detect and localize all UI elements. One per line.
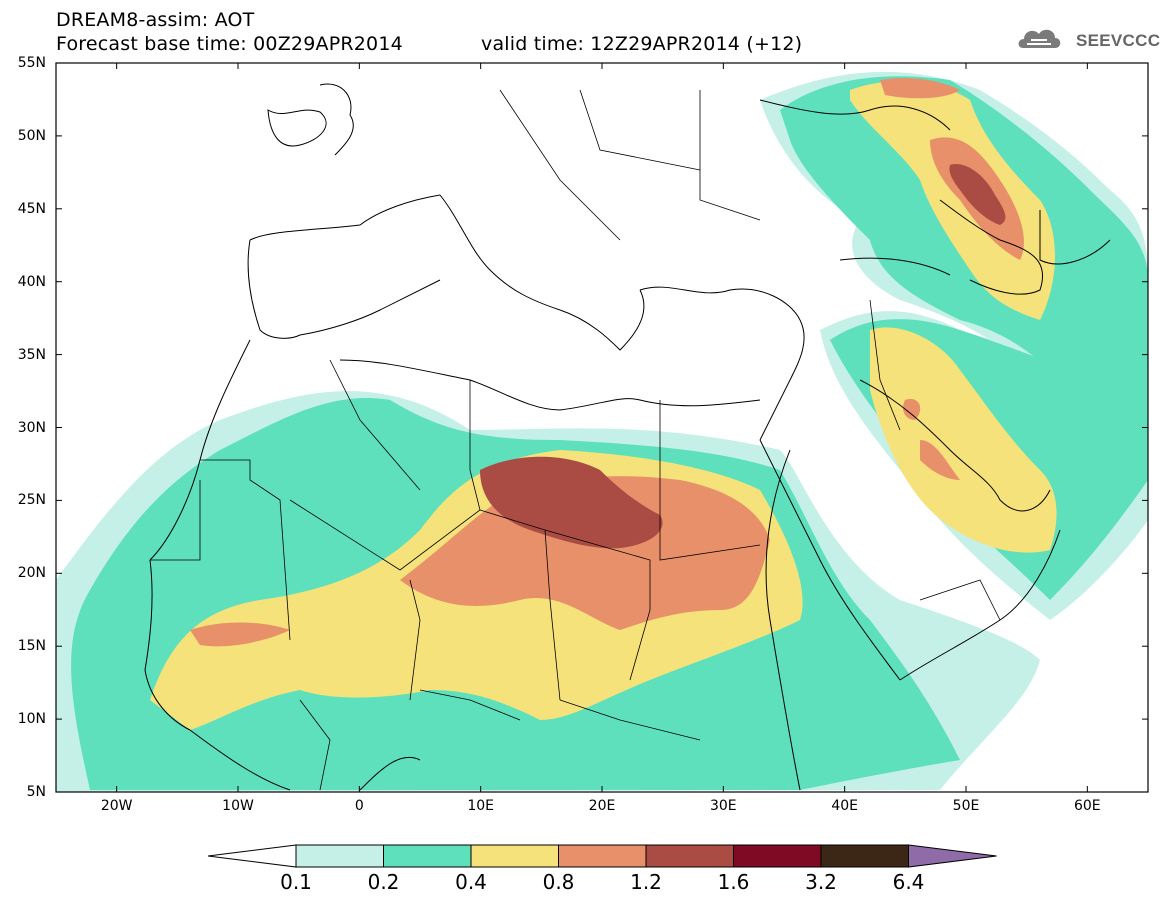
lon-label: 10E xyxy=(467,798,494,814)
map-subtitle: Forecast base time: 00Z29APR2014 valid ti… xyxy=(56,33,802,55)
axis-ticks xyxy=(56,62,1148,793)
colorbar xyxy=(207,844,997,868)
lon-label: 60E xyxy=(1073,798,1101,814)
lat-label: 45N xyxy=(17,200,46,217)
colorbar-segment xyxy=(470,844,559,868)
colorbar-segment xyxy=(558,844,647,868)
lat-label: 15N xyxy=(17,638,46,655)
lon-label: 10W xyxy=(222,798,254,814)
lat-label: 50N xyxy=(17,127,46,144)
cloud-icon xyxy=(1018,29,1061,48)
colorbar-segment xyxy=(733,844,822,868)
colorbar-label: 0.1 xyxy=(280,870,312,894)
aot-contour-1.2 xyxy=(480,164,1006,549)
colorbar-segment xyxy=(295,844,384,868)
lat-label: 40N xyxy=(17,273,46,290)
colorbar-segment xyxy=(645,844,734,868)
lat-label: 30N xyxy=(17,419,46,436)
logo-text: SEEVCCC xyxy=(1076,31,1161,50)
colorbar-label: 1.6 xyxy=(717,870,750,894)
colorbar-label: 0.8 xyxy=(542,870,575,894)
lat-label: 20N xyxy=(17,565,46,582)
colorbar-label: 6.4 xyxy=(892,870,925,894)
lon-label: 40E xyxy=(831,798,858,814)
colorbar-label: 3.2 xyxy=(805,870,837,894)
lat-label: 5N xyxy=(26,784,46,800)
map-title: DREAM8-assim: AOT xyxy=(56,9,255,31)
colorbar-label: 0.4 xyxy=(455,870,487,894)
country-borders xyxy=(150,89,1001,791)
lon-label: 30E xyxy=(709,798,737,814)
colorbar-arrow-low xyxy=(207,844,297,868)
lat-label: 10N xyxy=(17,711,46,728)
colorbar-label: 1.2 xyxy=(630,870,662,894)
colorbar-arrow-high xyxy=(908,844,997,868)
colorbar-segment xyxy=(383,844,472,868)
lon-label: 20E xyxy=(588,798,616,814)
lat-label: 55N xyxy=(17,55,46,71)
colorbar-label: 0.2 xyxy=(367,870,400,894)
lat-label: 35N xyxy=(17,346,46,363)
valid-time: valid time: 12Z29APR2014 (+12) xyxy=(481,33,803,55)
lon-label: 50E xyxy=(952,798,980,814)
lon-label: 0 xyxy=(354,798,364,814)
lat-label: 25N xyxy=(17,492,46,509)
forecast-base-time: Forecast base time: 00Z29APR2014 xyxy=(56,33,403,55)
colorbar-segment xyxy=(820,844,909,868)
lon-label: 20W xyxy=(100,798,133,814)
